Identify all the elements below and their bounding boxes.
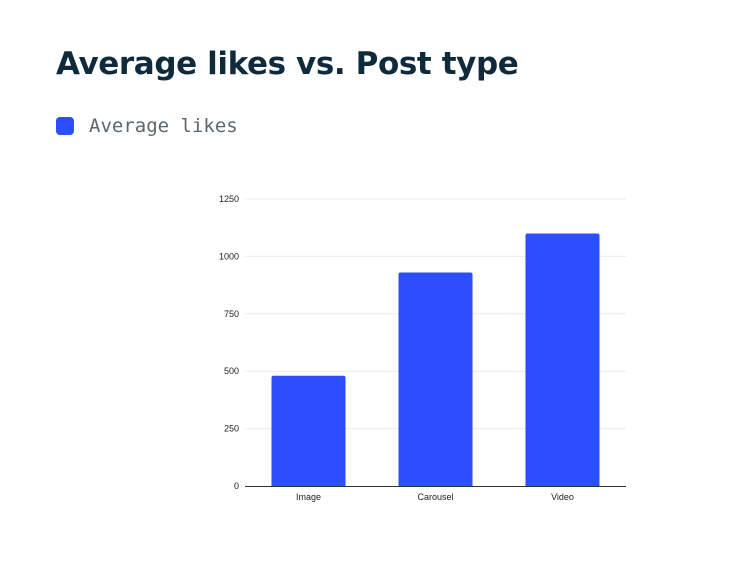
legend-swatch (56, 117, 74, 135)
bar-carousel (398, 272, 473, 486)
bars (271, 233, 600, 486)
y-tick-label: 0 (234, 481, 239, 491)
x-tick-label: Carousel (417, 492, 453, 502)
legend-label: Average likes (89, 115, 238, 137)
y-tick-label: 1250 (219, 194, 239, 204)
legend: Average likes (56, 115, 238, 137)
x-axis-ticks: Image Carousel Video (296, 492, 574, 502)
y-axis-ticks: 0 250 500 750 1000 1250 (219, 194, 239, 491)
x-tick-label: Image (296, 492, 321, 502)
x-tick-label: Video (551, 492, 574, 502)
y-tick-label: 250 (224, 424, 239, 434)
y-tick-label: 750 (224, 309, 239, 319)
y-tick-label: 500 (224, 366, 239, 376)
bar-image (271, 375, 346, 486)
y-tick-label: 1000 (219, 251, 239, 261)
chart-title: Average likes vs. Post type (56, 46, 519, 82)
bar-video (525, 233, 600, 486)
